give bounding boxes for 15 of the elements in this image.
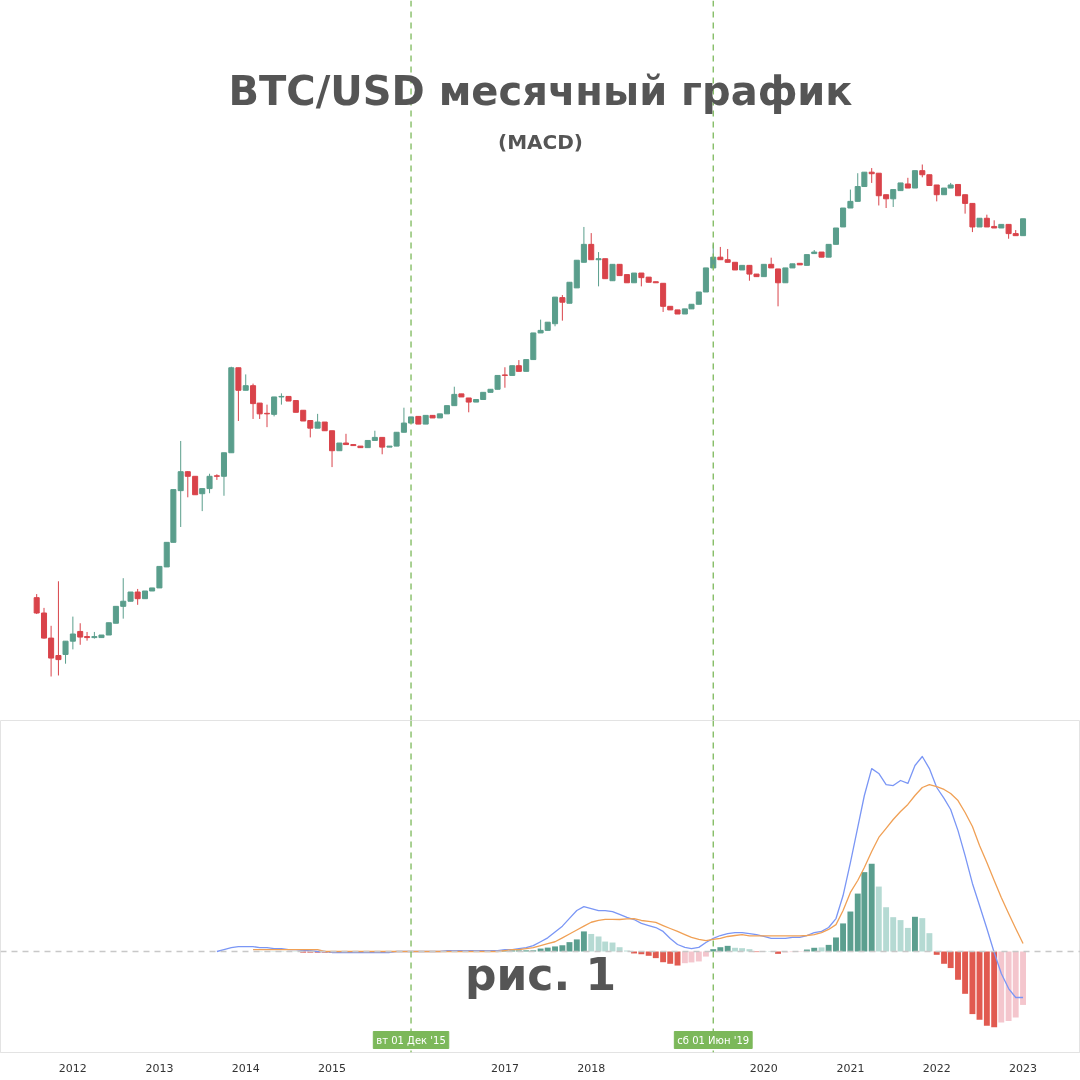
x-tick-label: 2017 [490, 1061, 519, 1075]
x-tick-label: 2022 [922, 1061, 951, 1075]
x-tick-label: 2014 [231, 1061, 260, 1075]
x-tick-label: 2013 [145, 1061, 174, 1075]
annotation: рис. 1 [464, 949, 617, 1000]
ref-line-label: сб 01 Июн '19 [677, 1034, 750, 1046]
x-tick-label: 2018 [577, 1061, 606, 1075]
x-tick-label: 2023 [1009, 1061, 1038, 1075]
x-tick-label: 2012 [58, 1061, 87, 1075]
x-tick-label: 2015 [318, 1061, 347, 1075]
chart-subtitle: (MACD) [498, 129, 583, 154]
chart-title: BTC/USD месячный график [228, 67, 853, 114]
x-tick-label: 2020 [749, 1061, 778, 1075]
x-tick-label: 2021 [836, 1061, 865, 1075]
ref-line-label: вт 01 Дек '15 [376, 1034, 446, 1046]
